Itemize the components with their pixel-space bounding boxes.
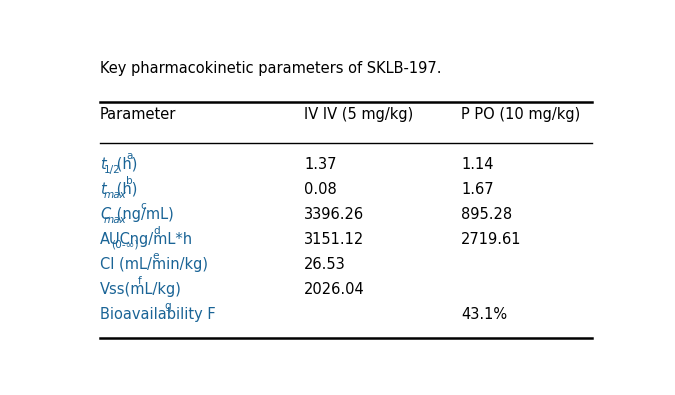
Text: b: b [126,176,133,186]
Text: max: max [104,215,127,225]
Text: t: t [100,157,106,172]
Text: Key pharmacokinetic parameters of SKLB-197.: Key pharmacokinetic parameters of SKLB-1… [100,61,441,76]
Text: 3396.26: 3396.26 [304,207,364,222]
Text: Vss(mL/kg): Vss(mL/kg) [100,282,182,297]
Text: Parameter: Parameter [100,107,176,122]
Text: t: t [100,182,106,197]
Text: (0-∞): (0-∞) [111,240,139,250]
Text: max: max [104,190,127,200]
Text: 1.37: 1.37 [304,157,337,172]
Text: 2026.04: 2026.04 [304,282,364,297]
Text: P PO (10 mg/kg): P PO (10 mg/kg) [461,107,580,122]
Text: d: d [153,226,160,236]
Text: (ng/mL): (ng/mL) [112,207,173,222]
Text: Cl (mL/min/kg): Cl (mL/min/kg) [100,257,208,272]
Text: ng/mL*h: ng/mL*h [125,232,192,247]
Text: 3151.12: 3151.12 [304,232,364,247]
Text: (h): (h) [112,182,138,197]
Text: IV IV (5 mg/kg): IV IV (5 mg/kg) [304,107,413,122]
Text: 26.53: 26.53 [304,257,346,272]
Text: 1.14: 1.14 [461,157,493,172]
Text: a: a [126,151,132,161]
Text: C: C [100,207,110,222]
Text: AUC: AUC [100,232,131,247]
Text: c: c [140,201,146,211]
Text: Bioavailability F: Bioavailability F [100,307,216,322]
Text: e: e [153,251,159,261]
Text: f: f [138,276,142,286]
Text: 0.08: 0.08 [304,182,337,197]
Text: 895.28: 895.28 [461,207,512,222]
Text: (h): (h) [112,157,138,172]
Text: 1.67: 1.67 [461,182,493,197]
Text: 2719.61: 2719.61 [461,232,522,247]
Text: 43.1%: 43.1% [461,307,507,322]
Text: 1/2: 1/2 [104,165,121,175]
Text: g: g [164,301,171,310]
